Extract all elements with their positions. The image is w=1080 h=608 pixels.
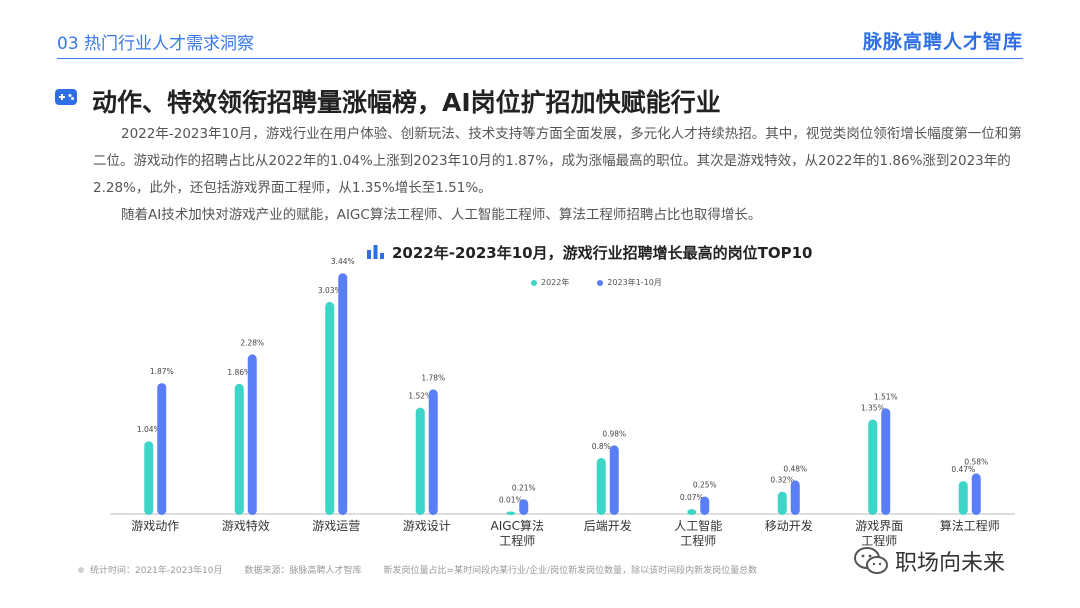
bar-2022-1 (234, 383, 244, 515)
chart-title: 2022年-2023年10月，游戏行业招聘增长最高的岗位TOP10 (392, 244, 813, 262)
data-label-2022-4: 0.01% (499, 496, 523, 505)
data-label-2023-6: 0.25% (693, 481, 717, 490)
category-label-9: 算法工程师 (940, 518, 1000, 533)
data-label-2022-3: 1.52% (408, 392, 432, 401)
category-label-5: 后端开发 (584, 518, 632, 533)
category-label-7: 移动开发 (765, 518, 813, 533)
data-label-2022-6: 0.07% (680, 493, 704, 502)
bar-2023-5 (609, 445, 619, 515)
bar-2022-3 (415, 407, 425, 515)
legend-item-2022: 2022年 (531, 277, 569, 288)
category-label-4-line-1: 工程师 (499, 533, 535, 548)
data-label-2022-2: 3.03% (318, 286, 342, 295)
bar-2023-2 (338, 273, 348, 515)
footer-bullet (78, 566, 84, 573)
bar-chart-icon (367, 245, 384, 259)
data-label-2023-4: 0.21% (512, 483, 536, 492)
category-label-0: 游戏动作 (131, 519, 179, 533)
legend-swatch-2022 (531, 279, 537, 286)
body-paragraph-1: 2022年-2023年10月，游戏行业在用户体验、创新玩法、技术支持等方面全面发… (93, 126, 1022, 196)
legend-swatch-2023 (597, 279, 604, 286)
header-divider (57, 58, 1023, 59)
data-label-2022-9: 0.47% (951, 465, 975, 474)
footer-stat-time: 统计时间：2021年-2023年10月 (90, 566, 223, 576)
data-label-2022-7: 0.32% (770, 476, 794, 485)
bar-2023-3 (428, 389, 438, 515)
footer-source: 数据来源：脉脉高聘人才智库 (244, 566, 362, 576)
top-bar: 03 热门行业人才需求洞察 脉脉高聘人才智库 (0, 0, 1080, 60)
wechat-icon (854, 547, 888, 574)
legend-item-2023: 2023年1-10月 (597, 277, 662, 288)
page-heading: 动作、特效领衔招聘量涨幅榜，AI岗位扩招加快赋能行业 (92, 88, 721, 117)
data-label-2022-5: 0.8% (592, 442, 611, 451)
bar-2023-6 (700, 496, 710, 515)
category-label-4-line-0: AIGC算法 (491, 518, 544, 533)
bar-2022-0 (144, 441, 154, 515)
data-label-2023-5: 0.98% (602, 429, 626, 438)
data-label-2023-2: 3.44% (331, 257, 355, 266)
bar-2022-2 (325, 301, 335, 515)
data-label-2022-8: 1.35% (861, 404, 885, 413)
body-paragraph-2: 随着AI技术加快对游戏产业的赋能，AIGC算法工程师、人工智能工程师、算法工程师… (121, 207, 762, 223)
data-label-2023-7: 0.48% (783, 464, 807, 473)
bar-2022-7 (777, 491, 787, 515)
data-label-2023-0: 1.87% (150, 367, 174, 376)
bar-2022-4 (506, 511, 516, 515)
data-label-2023-1: 2.28% (240, 338, 264, 347)
category-label-1: 游戏特效 (222, 518, 270, 533)
chart-legend: 2022年 2023年1-10月 (531, 277, 690, 288)
category-label-2: 游戏运营 (312, 519, 360, 533)
bar-2023-4 (519, 499, 529, 515)
brand-logo-text: 脉脉高聘人才智库 (862, 31, 1023, 53)
category-label-3: 游戏设计 (403, 519, 451, 533)
bar-2022-9 (958, 481, 968, 515)
legend-label-2022: 2022年 (541, 278, 570, 287)
bar-2022-8 (868, 419, 878, 515)
bar-2022-5 (596, 458, 606, 515)
watermark: 职场向未来 (853, 545, 1005, 577)
category-label-6-line-1: 工程师 (680, 533, 716, 548)
category-label-8-line-1: 工程师 (861, 533, 897, 548)
category-label-6-line-0: 人工智能 (674, 518, 722, 533)
data-label-2022-1: 1.86% (227, 368, 251, 377)
section-label: 03 热门行业人才需求洞察 (57, 34, 255, 54)
data-label-2023-8: 1.51% (874, 392, 898, 401)
bar-2023-8 (881, 408, 891, 515)
bar-2023-7 (790, 480, 800, 515)
data-label-2023-9: 0.58% (964, 457, 988, 466)
category-label-8-line-0: 游戏界面 (855, 519, 903, 533)
footer-definition: 新发岗位量占比=某时间段内某行业/企业/岗位新发岗位数量，除以该时间段内新发岗位… (383, 566, 758, 576)
bar-2022-6 (687, 509, 697, 515)
watermark-text: 职场向未来 (895, 551, 1006, 576)
footer: 统计时间：2021年-2023年10月 数据来源：脉脉高聘人才智库 新发岗位量占… (78, 563, 779, 576)
data-label-2022-0: 1.04% (137, 425, 161, 434)
legend-label-2023: 2023年1-10月 (607, 278, 662, 287)
data-label-2023-3: 1.78% (421, 373, 445, 382)
bar-2023-9 (971, 473, 981, 515)
gamepad-icon (55, 89, 77, 105)
bar-2023-1 (247, 354, 257, 515)
bar-2023-0 (157, 383, 167, 515)
